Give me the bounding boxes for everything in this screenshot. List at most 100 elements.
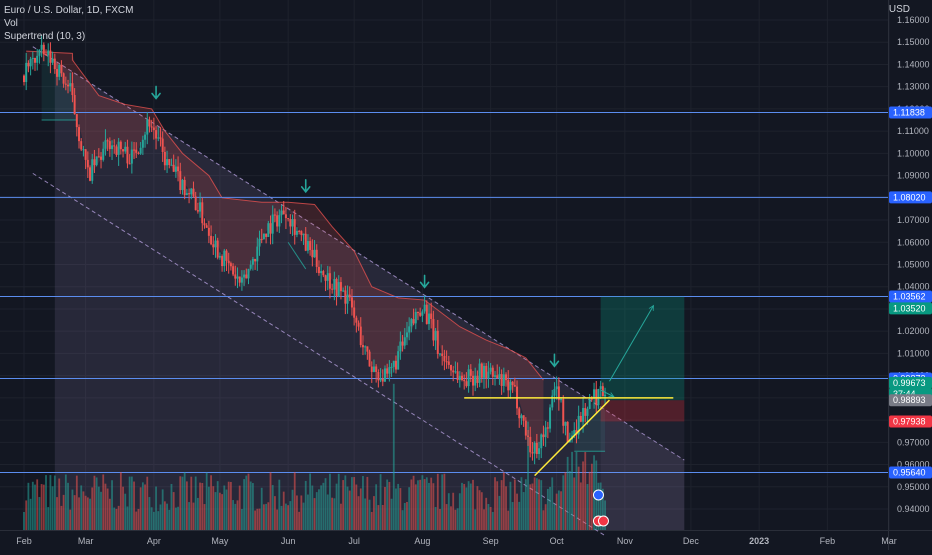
candle-body bbox=[64, 83, 67, 85]
candle-body bbox=[212, 244, 215, 248]
candle-body bbox=[397, 351, 400, 370]
candle-body bbox=[386, 368, 389, 374]
candle-body bbox=[236, 276, 239, 279]
candle-body bbox=[223, 250, 226, 267]
candle-body bbox=[584, 408, 587, 416]
volume-bar bbox=[137, 508, 140, 530]
volume-bar bbox=[60, 505, 63, 530]
candle-body bbox=[115, 146, 118, 155]
price-label-text: 1.03520 bbox=[893, 303, 926, 313]
symbol-title[interactable]: Euro / U.S. Dollar, 1D, FXCM bbox=[4, 5, 134, 16]
volume-bar bbox=[78, 497, 80, 530]
volume-bar bbox=[117, 505, 120, 530]
candle-body bbox=[366, 346, 369, 352]
volume-bar bbox=[318, 489, 320, 530]
y-tick-label: 1.04000 bbox=[897, 282, 930, 292]
candle-body bbox=[399, 341, 402, 352]
candle-body bbox=[102, 148, 105, 160]
currency-label: USD bbox=[888, 4, 910, 15]
volume-bar bbox=[168, 509, 171, 530]
volume-bar bbox=[234, 503, 237, 530]
volume-bar bbox=[333, 498, 336, 530]
candle-body bbox=[357, 322, 360, 327]
volume-bar bbox=[513, 479, 516, 530]
volume-bar bbox=[166, 503, 168, 530]
candle-body bbox=[93, 159, 96, 166]
volume-bar bbox=[322, 482, 325, 530]
candle-body bbox=[49, 50, 52, 63]
volume-bar bbox=[555, 493, 558, 530]
candle-body bbox=[53, 58, 56, 70]
volume-bar bbox=[150, 507, 153, 530]
channel-fill bbox=[54, 60, 685, 531]
price-label-text: 0.98893 bbox=[893, 395, 926, 405]
candle-body bbox=[388, 367, 391, 374]
volume-bar bbox=[476, 486, 479, 530]
candle-body bbox=[89, 167, 92, 181]
y-tick-label: 1.01000 bbox=[897, 348, 930, 358]
candle-body bbox=[251, 258, 254, 265]
y-tick-label: 1.13000 bbox=[897, 82, 930, 92]
volume-bar bbox=[144, 484, 146, 530]
candle-body bbox=[29, 58, 32, 67]
candle-body bbox=[383, 368, 386, 382]
volume-bar bbox=[491, 511, 494, 530]
stop-zone bbox=[600, 400, 685, 422]
volume-bar bbox=[344, 475, 347, 530]
candle-body bbox=[172, 164, 175, 172]
volume-bar bbox=[348, 490, 351, 530]
volume-bar bbox=[368, 499, 371, 530]
candle-body bbox=[100, 156, 103, 160]
candle-body bbox=[555, 386, 558, 390]
volume-bar bbox=[557, 490, 560, 530]
candle-body bbox=[544, 427, 547, 438]
candle-body bbox=[69, 83, 72, 87]
volume-bar bbox=[280, 505, 283, 530]
volume-bar bbox=[300, 495, 303, 530]
candle-body bbox=[104, 140, 107, 149]
volume-bar bbox=[89, 498, 91, 530]
candle-body bbox=[416, 311, 419, 313]
x-tick-label: Sep bbox=[483, 536, 499, 546]
candle-body bbox=[245, 274, 248, 279]
supertrend-indicator-label[interactable]: Supertrend (10, 3) bbox=[4, 31, 86, 42]
candle-body bbox=[326, 273, 329, 281]
y-tick-label: 1.07000 bbox=[897, 215, 930, 225]
candle-body bbox=[155, 130, 158, 139]
volume-bar bbox=[465, 487, 468, 530]
candle-body bbox=[311, 250, 314, 258]
candle-body bbox=[291, 219, 294, 227]
candle-body bbox=[289, 219, 292, 227]
volume-bar bbox=[93, 475, 96, 530]
volume-bar bbox=[568, 471, 571, 530]
candle-body bbox=[315, 249, 318, 267]
volume-bar bbox=[540, 480, 543, 530]
volume-indicator-label[interactable]: Vol bbox=[4, 18, 18, 29]
volume-bar bbox=[27, 482, 30, 530]
candle-body bbox=[210, 235, 213, 245]
volume-bar bbox=[243, 479, 246, 530]
candle-body bbox=[505, 374, 508, 381]
candle-body bbox=[159, 137, 162, 139]
candle-body bbox=[476, 375, 479, 383]
candle-body bbox=[192, 188, 195, 197]
candle-body bbox=[60, 64, 63, 74]
volume-bar bbox=[161, 489, 164, 530]
volume-bar bbox=[406, 501, 408, 530]
candle-body bbox=[412, 319, 415, 324]
candle-body bbox=[533, 442, 536, 454]
candle-body bbox=[368, 351, 371, 367]
price-label-text: 1.03562 bbox=[893, 291, 926, 301]
candle-body bbox=[269, 223, 272, 234]
candle-body bbox=[320, 271, 323, 274]
volume-bar bbox=[531, 483, 534, 530]
volume-bar bbox=[276, 509, 279, 530]
volume-bar bbox=[320, 485, 323, 530]
candle-body bbox=[287, 218, 290, 220]
candle-body bbox=[469, 369, 472, 376]
candle-body bbox=[86, 159, 89, 168]
candle-body bbox=[427, 313, 430, 324]
y-tick-label: 0.94000 bbox=[897, 504, 930, 514]
